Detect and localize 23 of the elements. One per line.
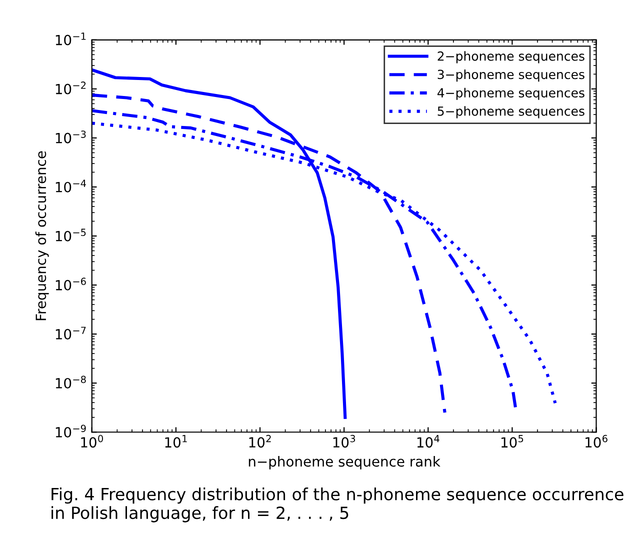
y-tick-label: 10$^{−3}$ — [56, 130, 86, 144]
legend-label: 2−phoneme sequences — [438, 51, 584, 64]
x-tick-label: 10$^{1}$ — [165, 435, 187, 448]
x-tick-label: 10$^{3}$ — [333, 434, 356, 448]
x-tick-label: 10$^{5}$ — [501, 435, 524, 448]
y-axis-title: Frequency of occurrence — [35, 151, 49, 320]
x-axis-title: n−phoneme sequence rank — [248, 456, 440, 470]
legend-label: 3−phoneme sequences — [438, 69, 584, 82]
y-tick-label: 10$^{−5}$ — [56, 228, 86, 242]
caption: Fig. 4 Frequency distribution of the n-phoneme sequence occurrence in Polish language, for n = 2, . . . , 5 — [52, 488, 624, 522]
y-tick-label: 10$^{−9}$ — [56, 424, 86, 438]
y-tick-label: 10$^{−8}$ — [56, 376, 86, 388]
y-tick-label: 10$^{−2}$ — [56, 82, 86, 94]
y-tick-label: 10$^{−7}$ — [56, 326, 86, 340]
y-tick-label: 10$^{−4}$ — [56, 180, 86, 192]
y-tick-label: 10$^{−1}$ — [56, 32, 86, 46]
legend-label: 4−phoneme sequences — [437, 88, 584, 100]
legend-label: 5−phoneme sequences — [438, 106, 584, 118]
x-tick-label: 10$^{6}$ — [586, 434, 608, 448]
x-tick-label: 10$^{0}$ — [81, 434, 103, 448]
y-tick-label: 10$^{−6}$ — [56, 278, 86, 290]
x-tick-label: 10$^{2}$ — [249, 434, 271, 448]
x-tick-label: 10$^{4}$ — [417, 435, 440, 448]
